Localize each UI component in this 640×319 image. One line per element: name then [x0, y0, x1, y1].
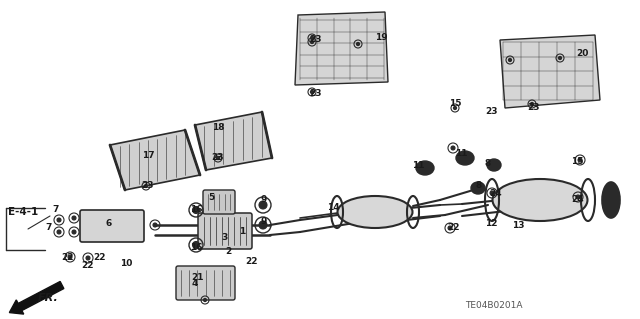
- Circle shape: [193, 241, 200, 249]
- Ellipse shape: [493, 179, 588, 221]
- Text: 14: 14: [326, 203, 339, 211]
- Ellipse shape: [471, 182, 485, 194]
- Polygon shape: [500, 35, 600, 108]
- Text: E-4-1: E-4-1: [8, 207, 38, 217]
- Text: 10: 10: [120, 258, 132, 268]
- Circle shape: [145, 184, 148, 188]
- Circle shape: [531, 102, 534, 106]
- Text: 19: 19: [374, 33, 387, 42]
- Text: 23: 23: [212, 153, 224, 162]
- Circle shape: [578, 158, 582, 162]
- Ellipse shape: [337, 196, 413, 228]
- Text: 21: 21: [192, 272, 204, 281]
- Ellipse shape: [416, 161, 434, 175]
- Circle shape: [57, 230, 61, 234]
- Polygon shape: [110, 130, 200, 190]
- Circle shape: [72, 230, 76, 234]
- Text: 17: 17: [141, 151, 154, 160]
- Ellipse shape: [456, 151, 474, 165]
- Text: 1: 1: [239, 227, 245, 236]
- Text: 9: 9: [261, 195, 267, 204]
- Text: 11: 11: [412, 160, 424, 169]
- FancyBboxPatch shape: [198, 213, 252, 249]
- FancyBboxPatch shape: [203, 190, 235, 214]
- Text: 23: 23: [310, 34, 323, 43]
- Text: 8: 8: [476, 181, 482, 189]
- Text: 8: 8: [485, 159, 491, 167]
- Text: 18: 18: [212, 122, 224, 131]
- Circle shape: [153, 223, 157, 227]
- Text: 23: 23: [527, 102, 540, 112]
- Circle shape: [259, 221, 267, 229]
- Text: 7: 7: [53, 205, 59, 214]
- Circle shape: [453, 107, 456, 110]
- Circle shape: [356, 42, 360, 46]
- Text: FR.: FR.: [38, 293, 59, 303]
- Text: 22: 22: [448, 224, 460, 233]
- Text: 22: 22: [61, 254, 73, 263]
- Text: 16: 16: [189, 204, 202, 213]
- FancyArrow shape: [10, 281, 64, 314]
- Text: TE04B0201A: TE04B0201A: [465, 301, 522, 310]
- Text: 23: 23: [310, 90, 323, 99]
- Circle shape: [490, 191, 494, 195]
- Text: 20: 20: [576, 48, 588, 57]
- Circle shape: [310, 41, 314, 44]
- Text: 7: 7: [46, 224, 52, 233]
- Circle shape: [57, 218, 61, 222]
- Text: 9: 9: [261, 218, 267, 226]
- Circle shape: [193, 206, 200, 213]
- Text: 23: 23: [486, 107, 499, 115]
- FancyBboxPatch shape: [176, 266, 235, 300]
- Text: 2: 2: [225, 248, 231, 256]
- FancyBboxPatch shape: [80, 210, 144, 242]
- Text: 22: 22: [81, 261, 93, 270]
- Text: 4: 4: [192, 278, 198, 287]
- Text: 13: 13: [512, 221, 524, 231]
- Ellipse shape: [606, 189, 616, 211]
- Circle shape: [448, 226, 452, 230]
- Ellipse shape: [602, 182, 620, 218]
- Circle shape: [216, 156, 220, 160]
- Text: 3: 3: [221, 233, 227, 241]
- Circle shape: [310, 36, 314, 40]
- Text: 6: 6: [106, 219, 112, 228]
- Text: 12: 12: [484, 219, 497, 228]
- Circle shape: [72, 216, 76, 220]
- Circle shape: [508, 58, 511, 62]
- Polygon shape: [295, 12, 388, 85]
- Circle shape: [259, 201, 267, 209]
- Circle shape: [204, 298, 207, 301]
- Circle shape: [558, 56, 562, 60]
- Text: 22: 22: [93, 253, 105, 262]
- Circle shape: [576, 195, 580, 199]
- Text: 16: 16: [189, 243, 202, 253]
- Text: 24: 24: [572, 195, 584, 204]
- Circle shape: [310, 90, 314, 93]
- Polygon shape: [195, 112, 272, 170]
- Circle shape: [68, 255, 72, 259]
- Text: 22: 22: [244, 256, 257, 265]
- Text: 5: 5: [208, 194, 214, 203]
- Circle shape: [86, 256, 90, 260]
- Text: 23: 23: [141, 182, 153, 190]
- Text: 11: 11: [455, 150, 467, 159]
- Text: 24: 24: [490, 189, 502, 197]
- Text: 15: 15: [571, 158, 583, 167]
- Circle shape: [451, 146, 455, 150]
- Ellipse shape: [487, 159, 501, 171]
- Text: 15: 15: [449, 100, 461, 108]
